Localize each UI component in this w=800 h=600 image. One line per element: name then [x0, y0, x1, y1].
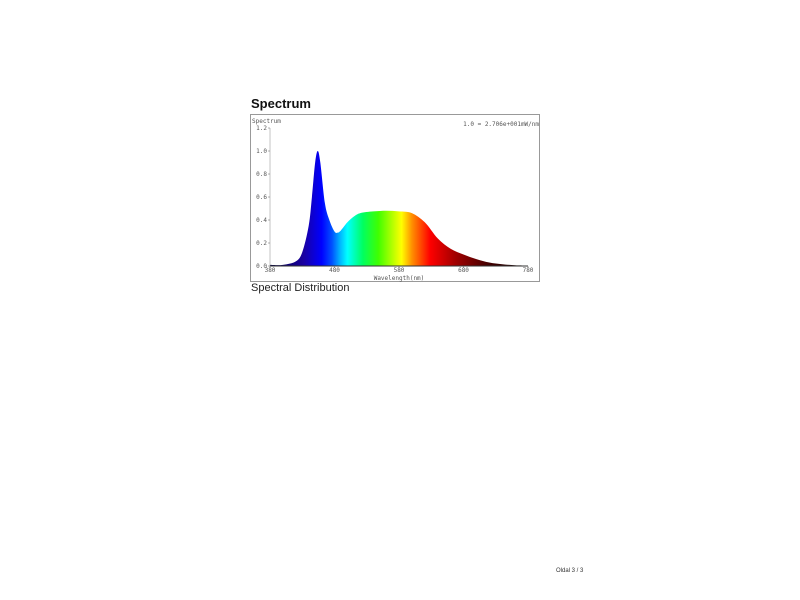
y-tick-label: 0.6	[256, 194, 267, 201]
y-tick-label: 0.4	[256, 217, 267, 224]
x-tick-label: 580	[394, 267, 405, 274]
scale-annotation: 1.0 = 2.706e+001mW/nm	[463, 121, 539, 128]
y-tick-label: 1.0	[256, 148, 267, 155]
y-tick-label: 0.0	[256, 263, 267, 270]
chart-caption: Spectral Distribution	[251, 282, 350, 294]
x-tick-label: 380	[265, 267, 276, 274]
x-axis-label: Wavelength(nm)	[374, 275, 425, 282]
page-number: Oldal 3 / 3	[556, 568, 584, 574]
x-tick-label: 780	[523, 267, 534, 274]
y-tick-label: 1.2	[256, 125, 267, 132]
spectrum-area	[270, 151, 528, 266]
y-tick-label: 0.8	[256, 171, 267, 178]
section-title: Spectrum	[251, 96, 311, 111]
spectrum-chart: 0.0 0.2 0.4 0.6 0.8 1.0 1.2 380 480 580 680 780 Spe…	[250, 114, 540, 282]
y-axis-label: Spectrum	[252, 118, 281, 125]
x-tick-label: 680	[458, 267, 469, 274]
y-tick-label: 0.2	[256, 240, 267, 247]
x-tick-label: 480	[329, 267, 340, 274]
spectrum-chart-svg: 0.0 0.2 0.4 0.6 0.8 1.0 1.2 380 480 580 680 780 Spe…	[252, 118, 539, 282]
